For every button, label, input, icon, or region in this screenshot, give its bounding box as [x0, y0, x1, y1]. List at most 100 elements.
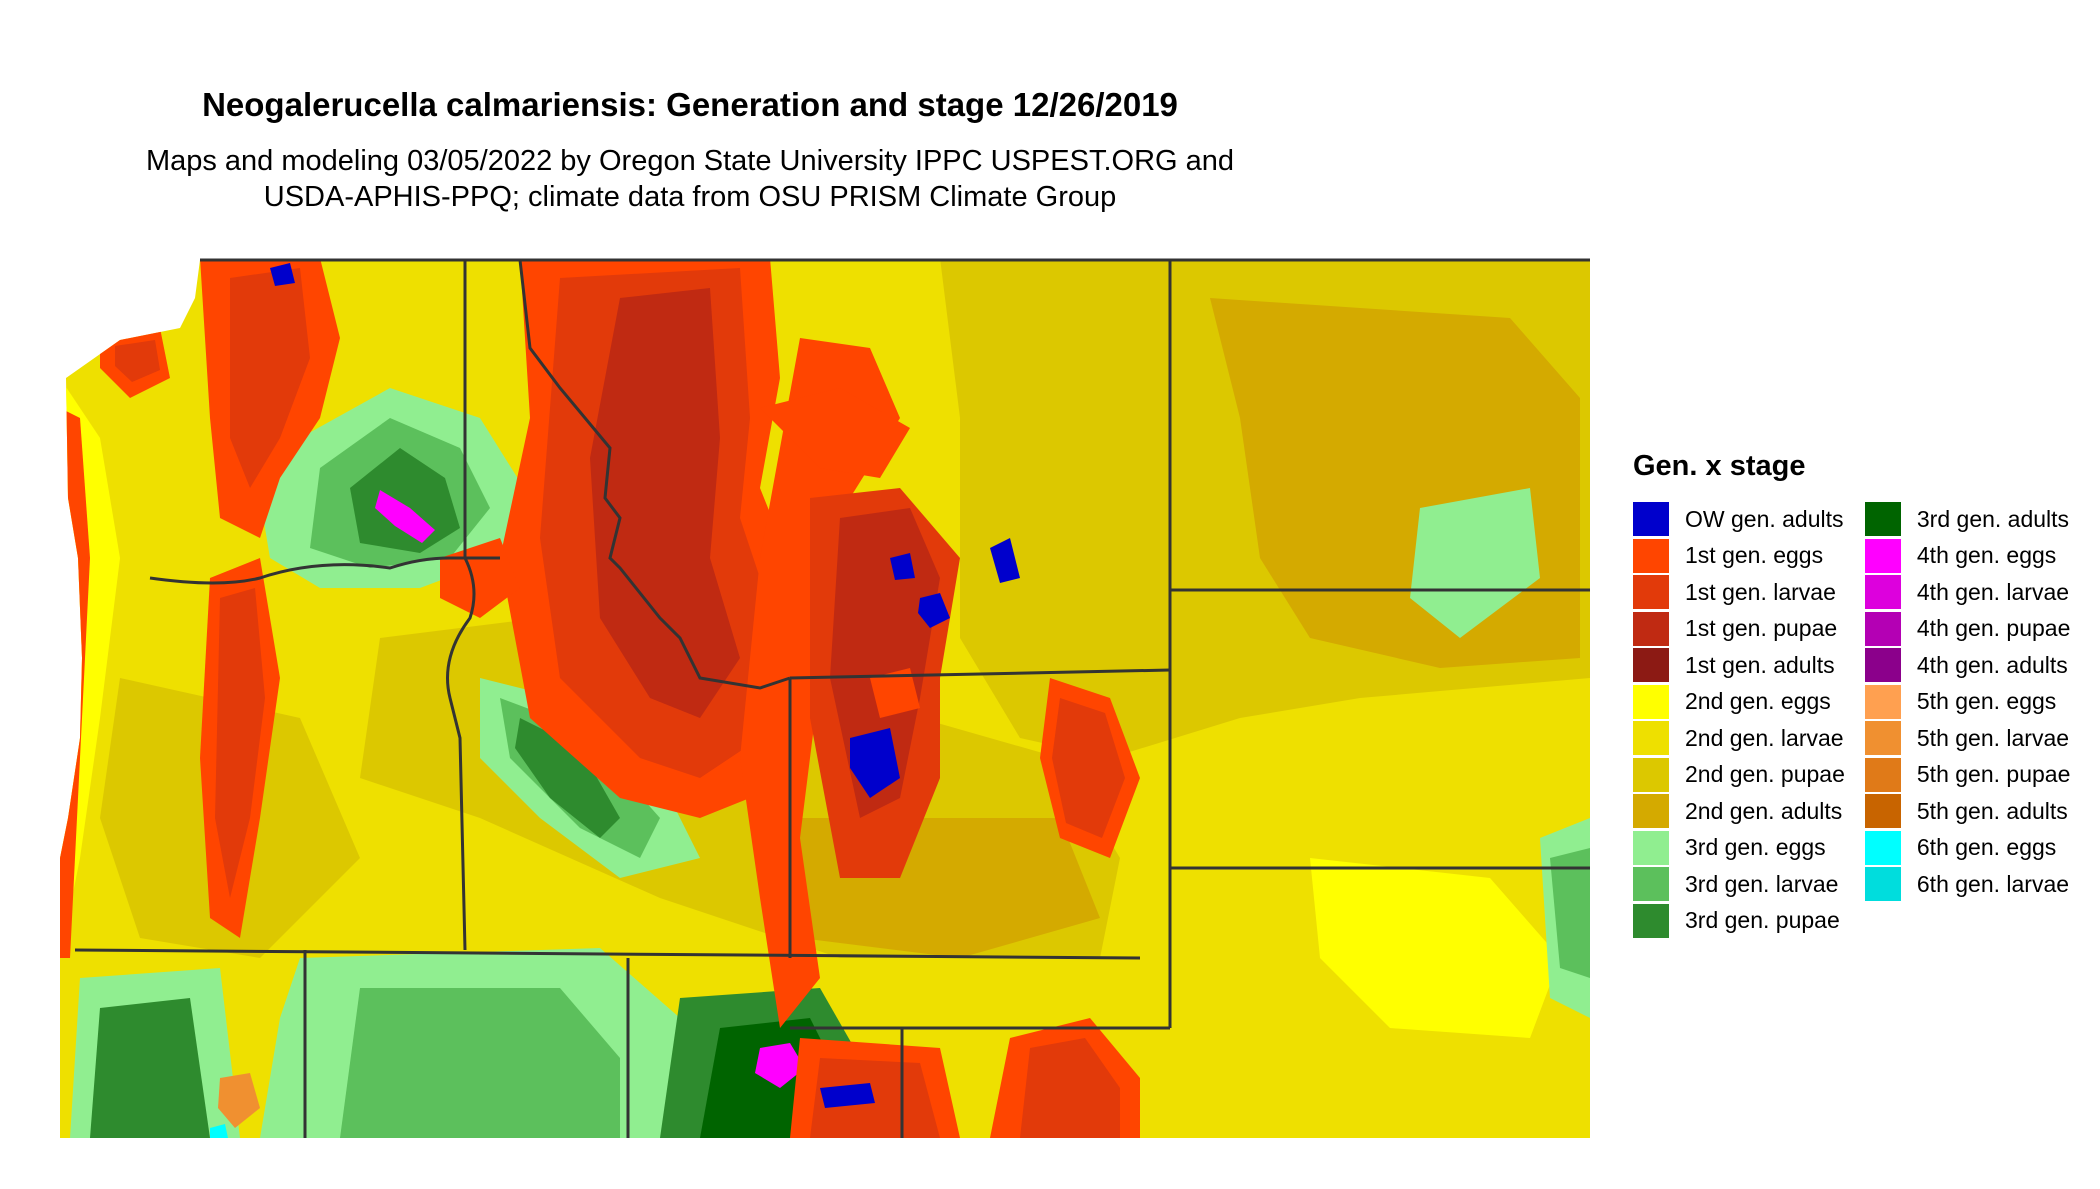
legend-label: 3rd gen. adults [1916, 505, 2070, 532]
legend-label: 1st gen. eggs [1685, 542, 1824, 569]
generation-stage-map [60, 258, 1590, 1138]
border-id-west [446, 260, 476, 951]
legend-item: 5th gen. adults [1864, 793, 2070, 830]
legend-label: 1st gen. adults [1685, 651, 1835, 678]
legend-swatch [1633, 538, 1669, 573]
legend-label: 2nd gen. pupae [1685, 761, 1845, 788]
region-ow-adults-3 [990, 538, 1020, 583]
region-3rd-pupae-ca [90, 998, 210, 1138]
legend-label: 4th gen. pupae [1916, 615, 2071, 642]
legend-label: 3rd gen. pupae [1685, 907, 1840, 934]
legend-column-1: OW gen. adults 1st gen. eggs 1st gen. larv… [1633, 501, 1845, 939]
legend-label: 3rd gen. larvae [1685, 870, 1839, 897]
legend-label: 5th gen. larvae [1916, 724, 2070, 751]
region-6th-eggs-ca [210, 1124, 228, 1138]
legend-swatch [1864, 575, 1901, 610]
region-ow-adults-4 [890, 553, 915, 580]
legend-swatch [1633, 502, 1669, 537]
legend-item: 5th gen. larvae [1864, 720, 2070, 757]
legend: Gen. x stage OW gen. adults 1st gen. eggs… [1633, 450, 2070, 939]
map-title: Neogalerucella calmariensis: Generation … [202, 86, 1178, 123]
legend-item: 4th gen. eggs [1864, 538, 2070, 575]
legend-item: 4th gen. pupae [1864, 611, 2071, 648]
legend-item: 5th gen. eggs [1864, 684, 2070, 721]
region-2nd-eggs-se [1310, 858, 1560, 1038]
legend-swatch [1864, 611, 1901, 646]
legend-item: 1st gen. adults [1633, 647, 1845, 684]
legend-swatch [1864, 721, 1901, 756]
legend-swatch [1864, 648, 1901, 683]
legend-label: 1st gen. larvae [1685, 578, 1836, 605]
legend-swatch [1864, 830, 1901, 865]
legend-label: 2nd gen. eggs [1685, 688, 1831, 715]
subtitle-line-1: Maps and modeling 03/05/2022 by Oregon S… [145, 145, 1235, 177]
border-wa-or [149, 556, 500, 585]
legend-item: 4th gen. larvae [1864, 574, 2070, 611]
legend-item: 6th gen. larvae [1864, 866, 2070, 903]
legend-label: 1st gen. pupae [1685, 615, 1838, 642]
map-subtitle: Maps and modeling 03/05/2022 by Oregon S… [0, 143, 1380, 215]
legend-swatch [1864, 502, 1901, 537]
region-1st-larvae-olympics [115, 340, 160, 382]
region-1st-larvae-colorado [1020, 1038, 1120, 1138]
region-3rd-eggs-east [1410, 488, 1540, 638]
legend-item: 3rd gen. larvae [1633, 866, 1845, 903]
legend-item: 5th gen. pupae [1864, 757, 2071, 794]
legend-label: 5th gen. pupae [1916, 761, 2071, 788]
legend-item: 2nd gen. adults [1633, 793, 1845, 830]
region-3rd-pupae-columbia [350, 448, 460, 553]
legend-item: 2nd gen. larvae [1633, 720, 1845, 757]
region-5th-larvae-ca [218, 1073, 260, 1128]
region-1st-eggs-wyoming [740, 338, 900, 1028]
legend-swatch [1633, 903, 1669, 938]
border-id-mt [518, 259, 791, 690]
legend-item: OW gen. adults [1633, 501, 1845, 538]
legend-swatch [1633, 721, 1669, 756]
region-3rd-larvae-ne [1550, 848, 1590, 978]
legend-swatch [1633, 575, 1669, 610]
region-1st-pupae-rockies [590, 288, 740, 718]
legend-swatch [1864, 684, 1901, 719]
border-wy-north [789, 668, 1171, 680]
region-4th-eggs-nv [755, 1043, 805, 1088]
legend-item: 3rd gen. pupae [1633, 903, 1845, 940]
subtitle-line-2: USDA-APHIS-PPQ; climate data from OSU PR… [263, 181, 1117, 213]
region-1st-eggs-black-hills [870, 668, 920, 718]
region-1st-larvae-cascades [230, 268, 310, 488]
legend-item: 2nd gen. pupae [1633, 757, 1845, 794]
legend-label: 2nd gen. larvae [1685, 724, 1844, 751]
region-3rd-larvae-sw [340, 988, 620, 1138]
region-ow-adults-6 [270, 263, 295, 286]
legend-item: 2nd gen. eggs [1633, 684, 1845, 721]
legend-label: 5th gen. eggs [1916, 688, 2057, 715]
legend-swatch [1633, 830, 1669, 865]
legend-label: 5th gen. adults [1916, 797, 2068, 824]
legend-item: 6th gen. eggs [1864, 830, 2070, 867]
legend-swatch [1864, 757, 1901, 792]
legend-item: 1st gen. larvae [1633, 574, 1845, 611]
region-1st-larvae-bighorns [1052, 698, 1125, 838]
legend-swatch [1633, 867, 1669, 902]
legend-column-2: 3rd gen. adults 4th gen. eggs 4th gen. lar… [1864, 501, 2071, 939]
region-ow-adults-1 [918, 593, 950, 628]
region-3rd-pupae-snake [515, 718, 620, 838]
state-borders [74, 258, 1590, 1138]
legend-swatch [1633, 757, 1669, 792]
legend-label: OW gen. adults [1685, 505, 1844, 532]
legend-swatch [1633, 684, 1669, 719]
legend-label: 3rd gen. eggs [1685, 834, 1826, 861]
legend-title: Gen. x stage [1633, 450, 1806, 482]
legend-label: 6th gen. larvae [1916, 870, 2070, 897]
region-ow-adults-2 [850, 728, 900, 798]
border-or-ca-nv [74, 948, 1141, 960]
legend-label: 2nd gen. adults [1685, 797, 1843, 824]
legend-item: 1st gen. pupae [1633, 611, 1845, 648]
legend-swatch [1633, 648, 1669, 683]
legend-label: 4th gen. adults [1916, 651, 2068, 678]
legend-label: 4th gen. larvae [1916, 578, 2070, 605]
legend-swatch [1864, 538, 1901, 573]
legend-label: 4th gen. eggs [1916, 542, 2057, 569]
legend-item: 1st gen. eggs [1633, 538, 1845, 575]
legend-item: 3rd gen. eggs [1633, 830, 1845, 867]
region-4th-eggs-columbia [375, 490, 435, 543]
